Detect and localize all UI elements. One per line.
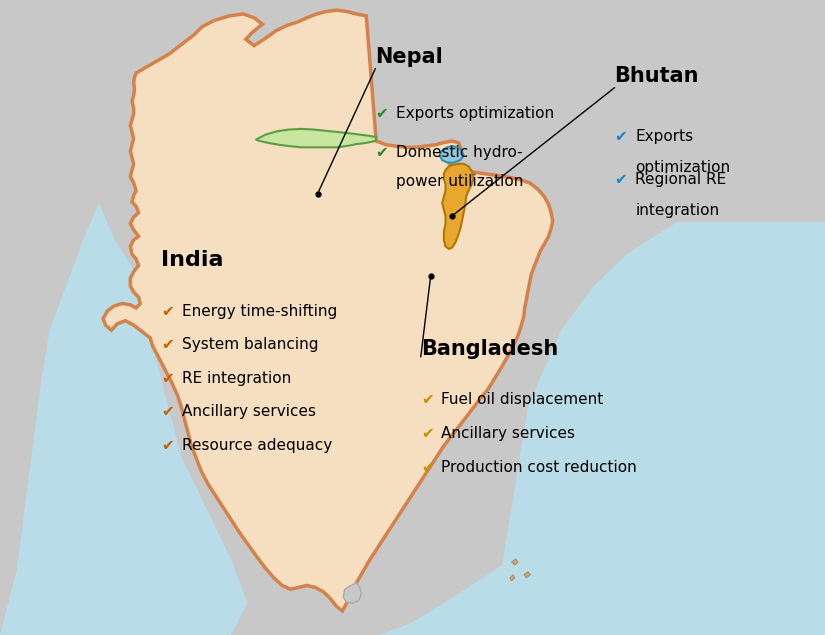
Polygon shape — [510, 575, 515, 581]
Text: ✔: ✔ — [161, 438, 173, 453]
Text: ✔: ✔ — [421, 392, 433, 408]
Text: Ancillary services: Ancillary services — [182, 404, 315, 420]
Text: RE integration: RE integration — [182, 371, 290, 386]
Text: Resource adequacy: Resource adequacy — [182, 438, 332, 453]
Text: power utilization: power utilization — [396, 174, 523, 189]
Text: ✔: ✔ — [421, 460, 433, 475]
Text: Ancillary services: Ancillary services — [441, 426, 575, 441]
Text: ✔: ✔ — [161, 337, 173, 352]
Polygon shape — [512, 559, 518, 565]
Text: Bhutan: Bhutan — [615, 66, 699, 86]
Polygon shape — [0, 203, 248, 635]
Text: ✔: ✔ — [161, 304, 173, 319]
Text: Bangladesh: Bangladesh — [421, 339, 558, 359]
Text: India: India — [161, 250, 224, 270]
Text: ✔: ✔ — [421, 426, 433, 441]
Text: System balancing: System balancing — [182, 337, 318, 352]
Polygon shape — [0, 444, 825, 635]
Polygon shape — [442, 164, 474, 249]
Polygon shape — [524, 572, 530, 578]
Polygon shape — [440, 146, 464, 163]
Text: ✔: ✔ — [375, 106, 388, 121]
Text: ✔: ✔ — [375, 145, 388, 161]
Text: ✔: ✔ — [615, 172, 627, 187]
Text: optimization: optimization — [635, 160, 730, 175]
Text: ✔: ✔ — [161, 404, 173, 420]
Text: ✔: ✔ — [615, 129, 627, 144]
Text: Energy time-shifting: Energy time-shifting — [182, 304, 337, 319]
Text: Nepal: Nepal — [375, 47, 443, 67]
Polygon shape — [256, 129, 376, 147]
Text: integration: integration — [635, 203, 719, 218]
Text: Fuel oil displacement: Fuel oil displacement — [441, 392, 604, 408]
Polygon shape — [343, 583, 361, 603]
Text: Domestic hydro-: Domestic hydro- — [396, 145, 522, 161]
Text: Exports: Exports — [635, 129, 693, 144]
Text: ✔: ✔ — [161, 371, 173, 386]
Polygon shape — [103, 10, 553, 611]
Polygon shape — [495, 222, 825, 635]
Text: Regional RE: Regional RE — [635, 172, 727, 187]
Text: Production cost reduction: Production cost reduction — [441, 460, 637, 475]
Text: Exports optimization: Exports optimization — [396, 106, 554, 121]
